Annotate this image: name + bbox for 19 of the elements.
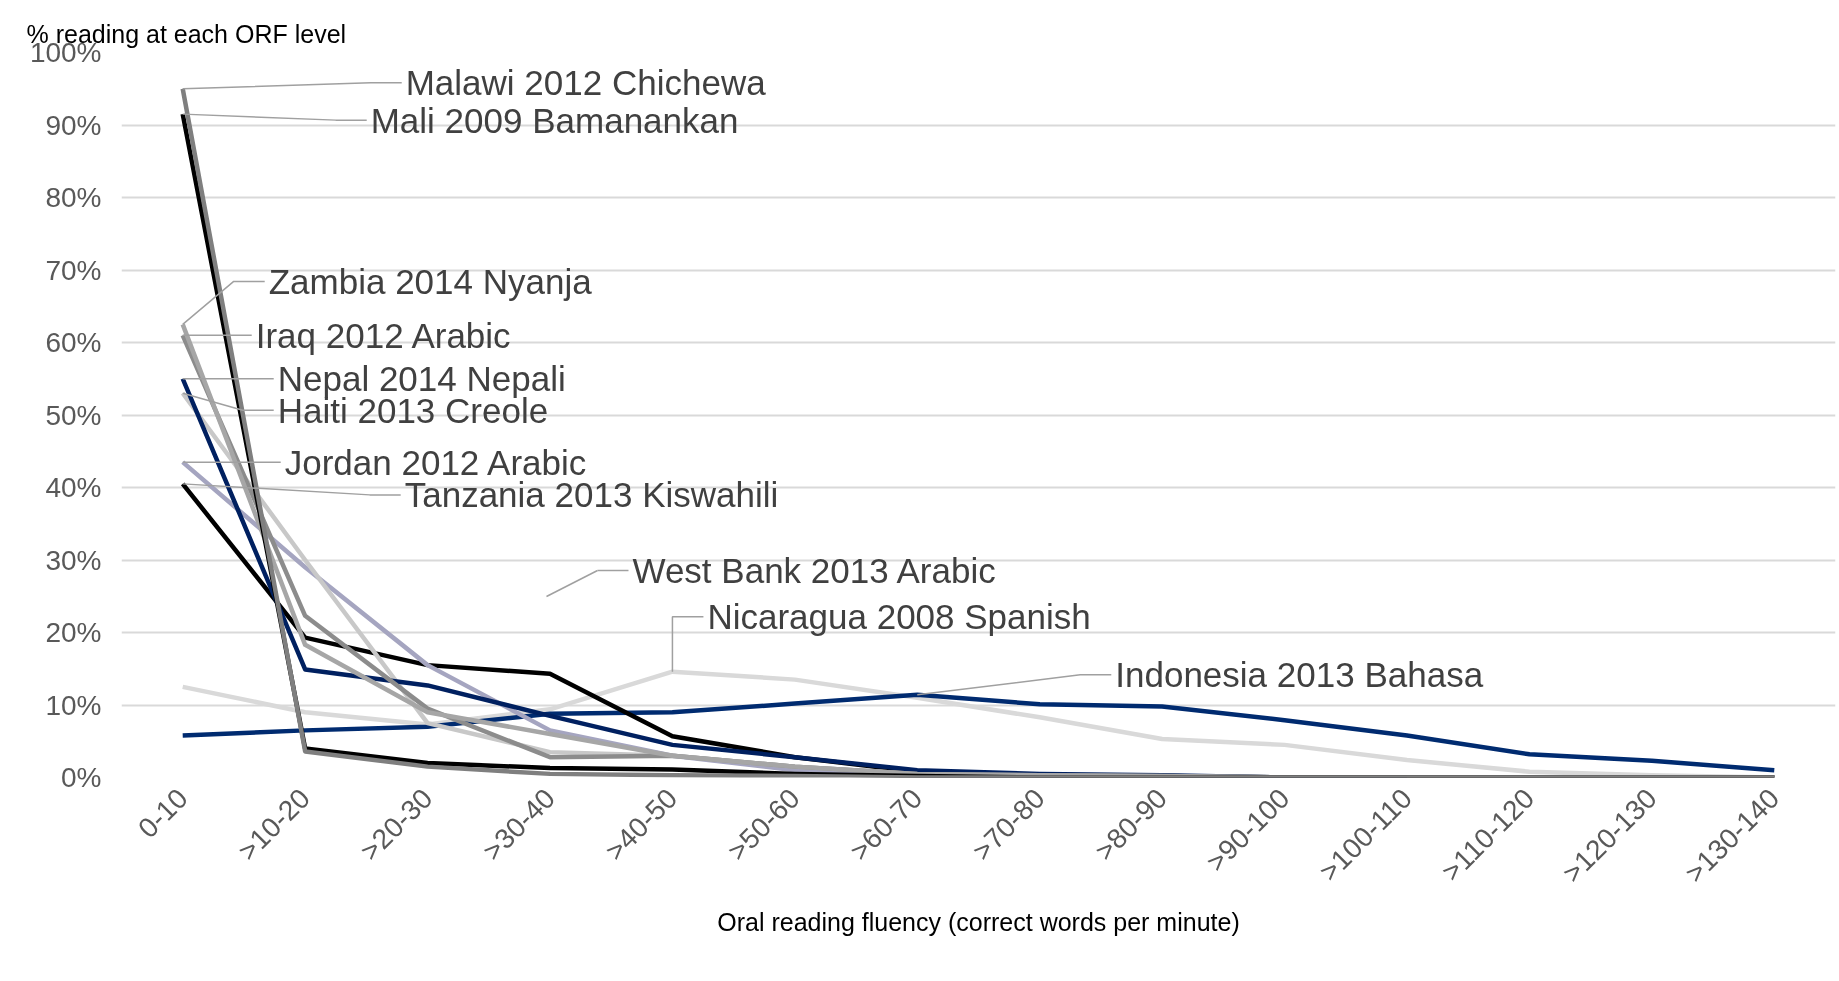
x-axis-title: Oral reading fluency (correct words per minute) (717, 907, 1240, 936)
y-tick-label: 70% (45, 254, 102, 286)
x-tick-label: 0-10 (132, 782, 194, 845)
y-tick-label: 90% (45, 109, 102, 141)
annotation: Malawi 2012 Chichewa (405, 63, 767, 103)
annotation: Zambia 2014 Nyanja (268, 261, 593, 301)
y-tick-label: 20% (45, 617, 102, 648)
annotation: Nicaragua 2008 Spanish (707, 597, 1091, 637)
y-tick-label: 60% (45, 327, 102, 358)
annotation: Mali 2009 Bamanankan (370, 100, 739, 140)
y-tick-label: 10% (45, 689, 102, 721)
y-tick-label: 80% (45, 182, 102, 213)
y-tick-label: 0% (61, 762, 102, 793)
annotation: West Bank 2013 Arabic (632, 551, 996, 590)
annotation: Iraq 2012 Arabic (255, 315, 511, 355)
y-tick-label: 30% (45, 544, 102, 576)
y-tick-label: 50% (45, 399, 102, 431)
annotation: Indonesia 2013 Bahasa (1115, 655, 1484, 695)
y-tick-label: 40% (45, 472, 102, 503)
